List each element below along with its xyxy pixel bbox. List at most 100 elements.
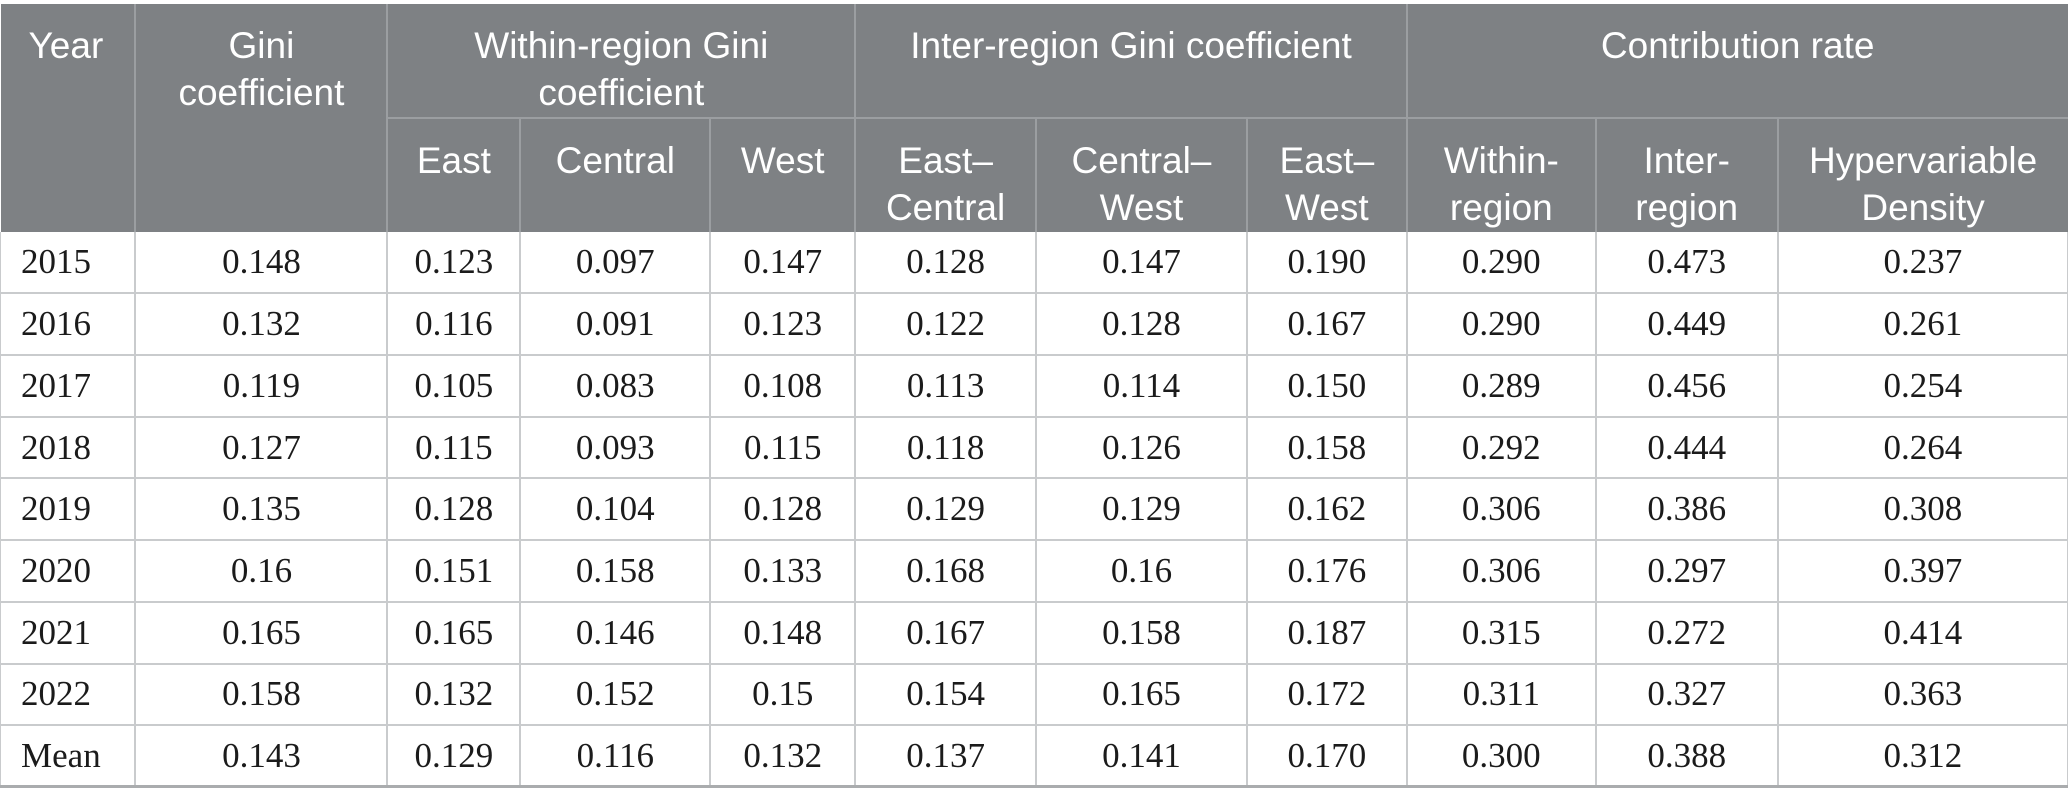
value-cell: 0.386	[1594, 477, 1779, 542]
value-cell: 0.137	[854, 724, 1038, 789]
col-header-within-region: Within- region	[1405, 117, 1597, 232]
value-cell: 0.105	[386, 354, 522, 418]
value-cell: 0.129	[854, 477, 1038, 542]
value-cell: 0.290	[1405, 231, 1597, 295]
value-cell: 0.167	[854, 600, 1038, 665]
table-row: 2019 0.135 0.128 0.104 0.128 0.129 0.129 0.162…	[0, 477, 2068, 542]
col-header-east: East	[387, 117, 522, 232]
value-cell: 0.449	[1594, 292, 1779, 357]
value-cell: 0.128	[854, 231, 1038, 295]
value-cell: 0.297	[1594, 539, 1779, 603]
value-cell: 0.097	[519, 231, 712, 295]
value-cell: 0.165	[1035, 662, 1248, 727]
value-cell: 0.315	[1405, 600, 1597, 665]
col-header-hypervariable-density: Hypervariable Density	[1776, 117, 2068, 232]
value-cell: 0.176	[1245, 539, 1408, 603]
value-cell: 0.167	[1245, 292, 1408, 357]
value-cell: 0.162	[1245, 477, 1408, 542]
value-cell: 0.108	[709, 354, 857, 418]
value-cell: 0.168	[854, 539, 1038, 603]
table-header: Year Gini coefficient Within-region Gini…	[0, 4, 2068, 232]
value-cell: 0.147	[1035, 231, 1248, 295]
row-label-cell: 2019	[0, 477, 137, 542]
value-cell: 0.414	[1776, 600, 2068, 665]
value-cell: 0.158	[519, 539, 712, 603]
value-cell: 0.15	[709, 662, 857, 727]
value-cell: 0.154	[854, 662, 1038, 727]
col-header-inter-region: Inter- region	[1594, 117, 1779, 232]
table-row: 2021 0.165 0.165 0.146 0.148 0.167 0.158 0.187…	[0, 600, 2068, 665]
value-cell: 0.148	[134, 231, 389, 295]
value-cell: 0.190	[1245, 231, 1408, 295]
table-row: 2017 0.119 0.105 0.083 0.108 0.113 0.114 0.150…	[0, 354, 2068, 418]
value-cell: 0.148	[709, 600, 857, 665]
value-cell: 0.113	[854, 354, 1038, 418]
value-cell: 0.135	[134, 477, 389, 542]
value-cell: 0.300	[1405, 724, 1597, 789]
value-cell: 0.264	[1776, 415, 2068, 480]
value-cell: 0.119	[134, 354, 389, 418]
value-cell: 0.132	[134, 292, 389, 357]
table-row: 2016 0.132 0.116 0.091 0.123 0.122 0.128 0.167…	[0, 292, 2068, 357]
value-cell: 0.146	[519, 600, 712, 665]
row-label-cell: 2016	[0, 292, 137, 357]
value-cell: 0.118	[854, 415, 1038, 480]
value-cell: 0.147	[709, 231, 857, 295]
value-cell: 0.165	[134, 600, 389, 665]
col-header-gini-coefficient: Gini coefficient	[134, 4, 389, 232]
value-cell: 0.237	[1776, 231, 2068, 295]
value-cell: 0.129	[1035, 477, 1248, 542]
value-cell: 0.115	[709, 415, 857, 480]
value-cell: 0.123	[709, 292, 857, 357]
value-cell: 0.104	[519, 477, 712, 542]
value-cell: 0.152	[519, 662, 712, 727]
group-header-contribution-rate: Contribution rate	[1405, 4, 2068, 119]
value-cell: 0.116	[519, 724, 712, 789]
value-cell: 0.116	[386, 292, 522, 357]
value-cell: 0.083	[519, 354, 712, 418]
value-cell: 0.170	[1245, 724, 1408, 789]
value-cell: 0.172	[1245, 662, 1408, 727]
group-header-inter-region-gini: Inter-region Gini coefficient	[854, 4, 1408, 119]
col-header-east-west: East– West	[1245, 117, 1408, 232]
col-header-central-west: Central– West	[1035, 117, 1248, 232]
value-cell: 0.327	[1594, 662, 1779, 727]
row-label-cell: 2018	[0, 415, 137, 480]
col-header-west: West	[709, 117, 857, 232]
value-cell: 0.397	[1776, 539, 2068, 603]
value-cell: 0.254	[1776, 354, 2068, 418]
value-cell: 0.306	[1405, 477, 1597, 542]
row-label-cell: 2021	[0, 600, 137, 665]
table-row: Mean 0.143 0.129 0.116 0.132 0.137 0.141 0.170…	[0, 724, 2068, 789]
col-header-central: Central	[519, 117, 712, 232]
value-cell: 0.128	[386, 477, 522, 542]
value-cell: 0.158	[1035, 600, 1248, 665]
table-row: 2018 0.127 0.115 0.093 0.115 0.118 0.126 0.158…	[0, 415, 2068, 480]
value-cell: 0.456	[1594, 354, 1779, 418]
table-row: 2022 0.158 0.132 0.152 0.15 0.154 0.165 0.172 0…	[0, 662, 2068, 727]
value-cell: 0.150	[1245, 354, 1408, 418]
value-cell: 0.473	[1594, 231, 1779, 295]
value-cell: 0.123	[386, 231, 522, 295]
value-cell: 0.114	[1035, 354, 1248, 418]
value-cell: 0.289	[1405, 354, 1597, 418]
row-label-cell: Mean	[0, 724, 137, 789]
table-body: 2015 0.148 0.123 0.097 0.147 0.128 0.147 0.190…	[0, 231, 2068, 789]
value-cell: 0.311	[1405, 662, 1597, 727]
value-cell: 0.272	[1594, 600, 1779, 665]
value-cell: 0.158	[134, 662, 389, 727]
value-cell: 0.143	[134, 724, 389, 789]
col-header-east-central: East– Central	[854, 117, 1038, 232]
value-cell: 0.133	[709, 539, 857, 603]
value-cell: 0.115	[386, 415, 522, 480]
value-cell: 0.16	[1035, 539, 1248, 603]
value-cell: 0.312	[1776, 724, 2068, 789]
value-cell: 0.16	[134, 539, 389, 603]
value-cell: 0.308	[1776, 477, 2068, 542]
row-label-cell: 2017	[0, 354, 137, 418]
gini-coefficient-table: Year Gini coefficient Within-region Gini…	[0, 4, 2068, 789]
col-header-year: Year	[0, 4, 137, 232]
value-cell: 0.261	[1776, 292, 2068, 357]
value-cell: 0.093	[519, 415, 712, 480]
